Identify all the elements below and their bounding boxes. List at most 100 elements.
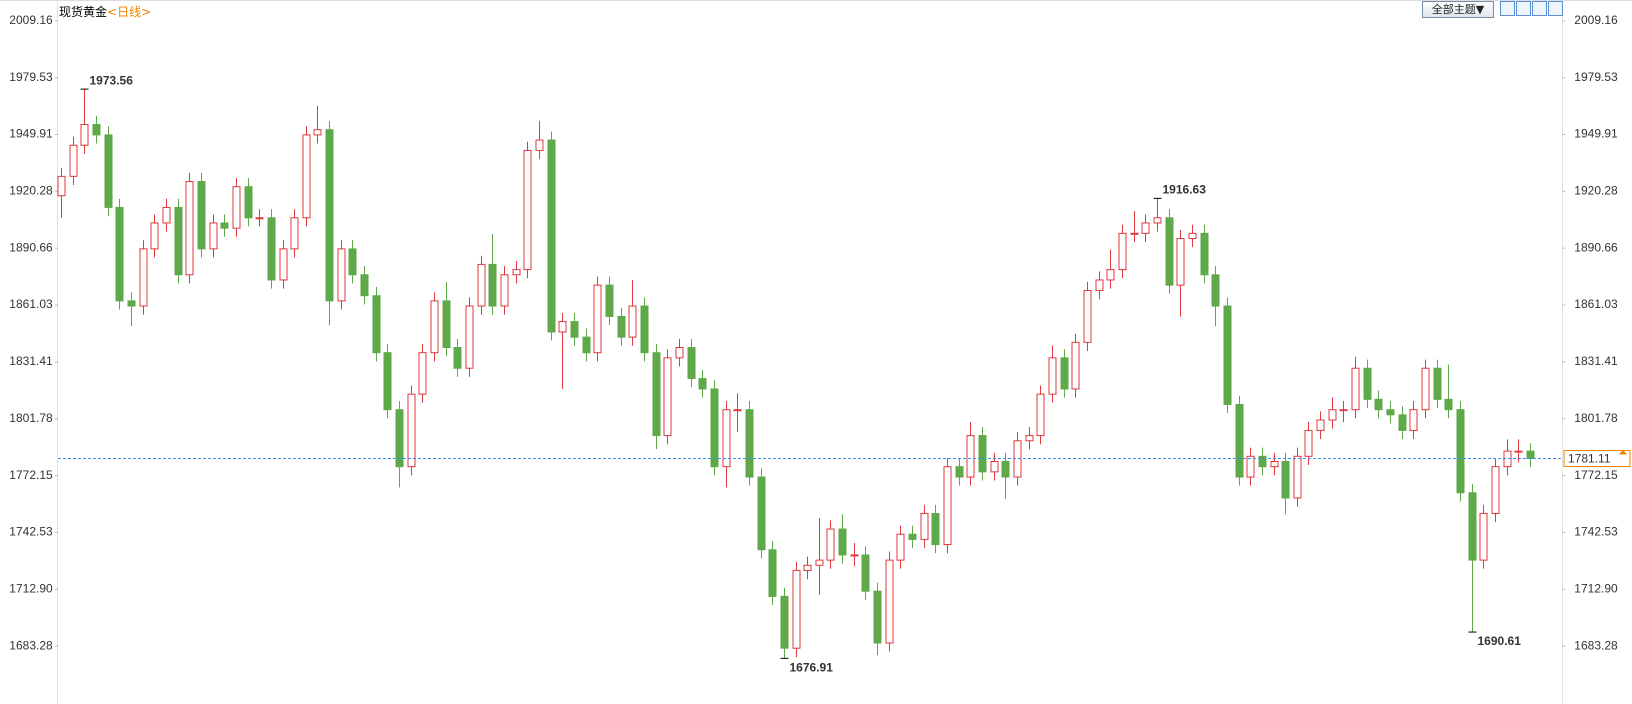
candle-body [279,248,288,281]
candle-body [418,352,427,395]
y-tick-label: 1801.78 [1574,411,1618,425]
candle-body [675,347,684,359]
candle-body [593,284,602,354]
extreme-label: 1973.56 [90,73,134,87]
candle-body [115,206,124,302]
candle-body [1293,455,1302,499]
candle-body [57,175,66,197]
candle-body [955,466,964,478]
candle-body [1270,460,1279,468]
candle-body [1001,460,1010,478]
candle-body [652,352,661,437]
y-tick-label: 1979.53 [9,70,53,84]
y-tick-label: 1861.03 [1574,297,1618,311]
candle-body [523,149,532,271]
last-price-arrow [1619,449,1627,455]
candle-body [1083,290,1092,343]
candle-body [1153,217,1162,224]
candle-body [1398,414,1407,431]
period-link[interactable]: <日线> [107,5,152,19]
y-tick-label: 2009.16 [9,13,53,27]
theme-button[interactable]: 全部主题▼ [1422,1,1494,18]
y-tick-label: 1772.15 [1574,468,1618,482]
candle-body [255,217,264,220]
candle-body [873,590,882,644]
candle-body [465,305,474,369]
candle-body [663,357,672,437]
candle-body [547,139,556,333]
candle-body [1223,305,1232,405]
candle-body [313,129,322,136]
candle-body [1456,409,1465,494]
y-tick-label: 1920.28 [9,184,53,198]
candle-body [1025,435,1034,442]
candle-body [1141,222,1150,234]
candle-body [442,300,451,349]
candle-body [838,528,847,556]
candle-body [803,564,812,571]
candle-body [1130,232,1139,235]
icon-button[interactable] [1500,1,1515,16]
icon-button[interactable] [1516,1,1531,16]
candle-body [570,321,579,338]
candle-body [605,284,614,317]
y-tick-label: 1979.53 [1574,70,1618,84]
candle-body [150,222,159,250]
y-tick-label: 1772.15 [9,468,53,482]
y-tick-label: 1861.03 [9,297,53,311]
y-tick-label: 1831.41 [9,354,53,368]
candle-body [640,305,649,354]
extreme-label: 1676.91 [790,661,834,675]
icon-button[interactable] [1548,1,1563,16]
y-tick-label: 1683.28 [1574,638,1618,652]
candle-body [290,217,299,250]
candle-body [139,248,148,307]
candle-body [768,549,777,597]
candle-body [1304,429,1313,457]
candle-body [1316,419,1325,431]
candle-body [127,300,136,307]
candle-body [360,274,369,297]
candle-body [582,336,591,354]
candle-body [617,315,626,338]
chart-title: 现货黄金 [59,5,108,19]
candle-body [1281,460,1290,499]
candle-body [850,554,859,557]
y-tick-label: 1949.91 [1574,127,1618,141]
candle-body [372,295,381,354]
candle-body [69,144,78,177]
candle-body [92,124,101,136]
y-tick-label: 1949.91 [9,127,53,141]
candle-body [1235,403,1244,478]
candle-body [733,409,742,412]
icon-button[interactable] [1532,1,1547,16]
candle-body [757,476,766,551]
candle-body [1444,398,1453,411]
candle-body [1211,274,1220,307]
y-tick-label: 1831.41 [1574,354,1618,368]
candle-body [1048,357,1057,395]
candle-body [792,569,801,649]
candle-body [1351,367,1360,411]
y-tick-label: 2009.16 [1574,13,1618,27]
candle-body [1409,409,1418,431]
candle-body [628,305,637,338]
y-tick-label: 1742.53 [1574,525,1618,539]
candle-body [1165,217,1174,286]
candle-body [558,321,567,333]
candle-body [966,435,975,478]
candle-body [1036,393,1045,437]
candle-body [1328,409,1337,421]
candle-body [826,528,835,561]
candle-body [943,466,952,546]
candle-body [407,393,416,468]
candle-body [1258,455,1267,468]
candle-body [232,186,241,229]
candle-body [722,409,731,468]
candle-body [1468,492,1477,561]
candle-body [453,347,462,369]
candle-body [1433,367,1442,400]
candle-body [535,139,544,151]
candle-body [267,217,276,281]
